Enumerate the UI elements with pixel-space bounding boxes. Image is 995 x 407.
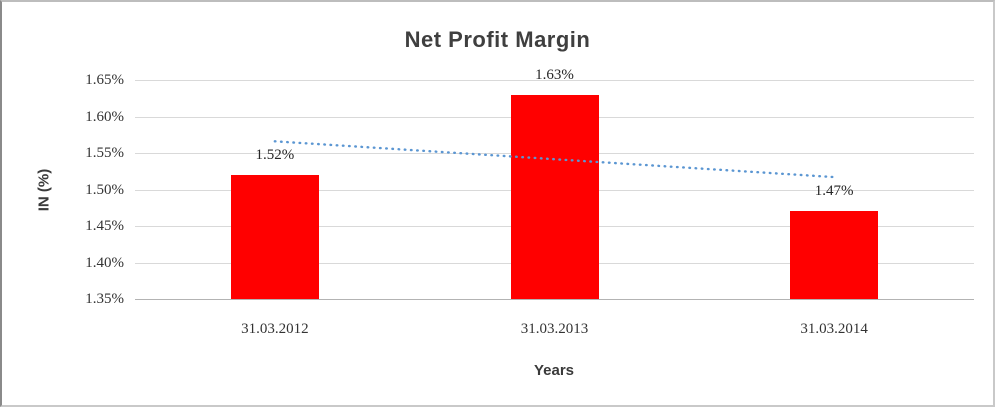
y-tick-label: 1.55%: [85, 145, 124, 161]
bar: [790, 211, 879, 299]
x-category-label: 31.03.2012: [241, 321, 309, 337]
chart-title: Net Profit Margin: [404, 27, 591, 52]
x-category-label: 31.03.2013: [520, 321, 589, 337]
bar: [510, 94, 599, 299]
y-tick-label: 1.50%: [85, 181, 124, 198]
bar: [230, 174, 319, 299]
x-axis-title: Years: [533, 362, 575, 379]
y-tick-label: 1.40%: [85, 254, 124, 271]
y-tick-label: 1.60%: [85, 108, 124, 125]
y-tick-label: 1.35%: [85, 291, 124, 307]
y-tick-label: 1.45%: [85, 218, 124, 234]
x-axis-line: [135, 299, 974, 300]
gridline: [135, 80, 974, 81]
bar-data-label: 1.52%: [255, 146, 295, 163]
y-tick-label: 1.65%: [85, 72, 124, 88]
x-category-label: 31.03.2014: [800, 321, 868, 337]
bar-data-label: 1.63%: [535, 66, 574, 83]
bar-data-label: 1.47%: [814, 183, 854, 200]
